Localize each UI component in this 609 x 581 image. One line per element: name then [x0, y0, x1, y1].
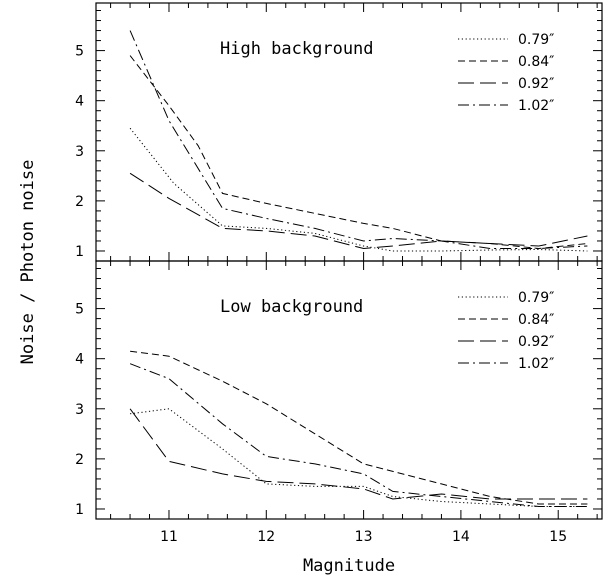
series-line-1: [130, 350, 588, 505]
x-tick-label: 11: [160, 529, 178, 545]
x-axis-title: Magnitude: [303, 556, 395, 576]
y-tick-label: 2: [75, 452, 84, 468]
y-tick-label: 3: [75, 402, 84, 418]
series-line-2: [129, 408, 588, 500]
y-tick-label: 1: [75, 244, 84, 260]
y-tick-label: 1: [75, 502, 84, 518]
series-line-2: [129, 172, 588, 250]
legend-label: 0.92″: [518, 334, 554, 350]
panel-title: Low background: [220, 297, 363, 317]
legend-label: 0.92″: [518, 76, 554, 92]
legend-label: 0.84″: [518, 54, 554, 70]
legend-label: 1.02″: [518, 98, 554, 114]
series-line-1: [129, 55, 588, 250]
y-tick-label: 4: [75, 352, 84, 368]
x-tick-label: 14: [452, 529, 470, 545]
x-tick-label: 15: [549, 529, 567, 545]
y-tick-label: 2: [75, 194, 84, 210]
series-line-0: [129, 127, 588, 252]
series-line-3: [129, 30, 588, 249]
legend-label: 1.02″: [518, 356, 554, 372]
x-tick-label: 13: [355, 529, 373, 545]
series-line-3: [129, 363, 588, 507]
panel-0: 1 2 3 4 5 High background 0.79″ 0.84″ 0.92″ 1.02″: [75, 2, 603, 262]
x-tick-label: 12: [257, 529, 275, 545]
y-tick-label: 5: [75, 44, 84, 60]
legend-label: 0.79″: [518, 32, 554, 48]
y-tick-label: 5: [75, 302, 84, 318]
y-tick-label: 3: [75, 144, 84, 160]
panel-title: High background: [220, 39, 374, 59]
y-tick-label: 4: [75, 94, 84, 110]
series-line-0: [130, 408, 588, 507]
legend-label: 0.79″: [518, 290, 554, 306]
plot-frame: [95, 260, 603, 520]
y-axis-title: Noise / Photon noise: [18, 160, 38, 365]
legend-label: 0.84″: [518, 312, 554, 328]
